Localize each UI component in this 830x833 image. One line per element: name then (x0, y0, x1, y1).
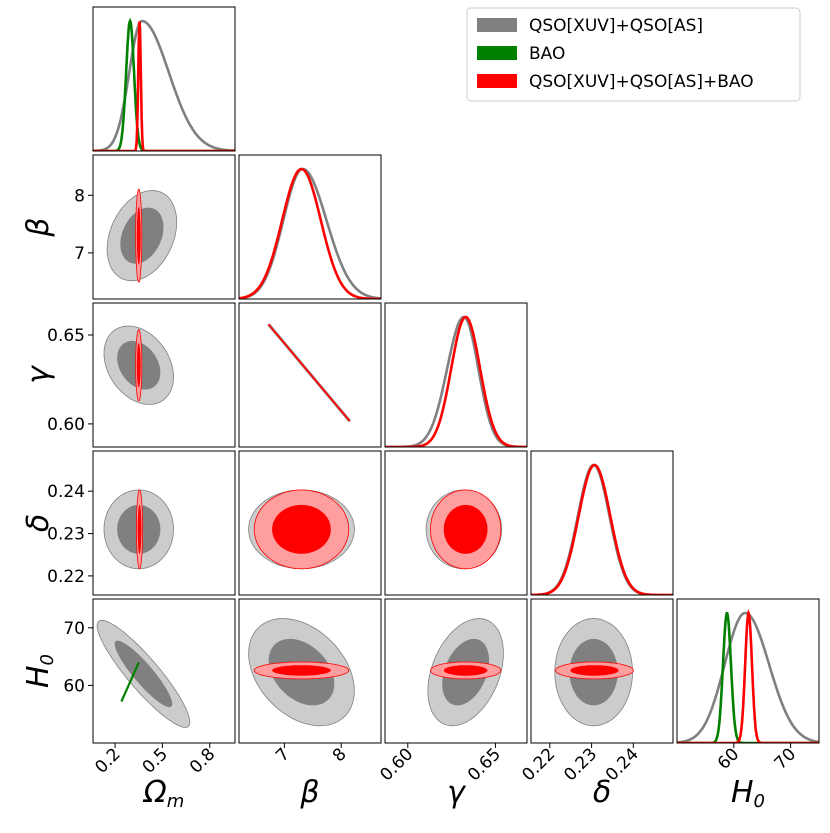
marginal-om-qso-xuv-qso-as (93, 19, 235, 151)
xtick-label-gamma-1: 0.65 (464, 744, 505, 785)
xtick-label-om-2: 0.8 (186, 744, 219, 777)
xtick-label-gamma-0: 0.60 (376, 744, 417, 785)
ylabel-gamma: γ (21, 364, 56, 384)
marginal-delta-qso-xuv-qso-as (531, 463, 673, 595)
marginal-h0-qso-xuv-qso-as-bao (677, 608, 819, 743)
panel-om-om-frame (92, 6, 236, 152)
legend-label-1: BAO (529, 44, 565, 64)
panel-delta-h0 (554, 618, 634, 727)
panel-beta-gamma-degeneracy-combined (267, 323, 351, 422)
panel-beta-beta (239, 167, 381, 299)
panel-om-delta-contour-68-combined (137, 504, 142, 554)
xlabel-h0: H0 (731, 775, 765, 812)
xtick-label-om-1: 0.5 (139, 744, 172, 777)
panel-om-h0 (96, 619, 191, 728)
ytick-label-delta-2: 0.24 (47, 482, 85, 502)
panel-om-h0-contour-68-qso (114, 640, 173, 708)
panel-om-gamma-frame (92, 302, 236, 448)
panel-om-beta-frame (92, 154, 236, 300)
ytick-label-beta-1: 8 (74, 186, 85, 206)
panel-beta-beta-frame (238, 154, 382, 300)
panel-om-gamma (103, 325, 174, 405)
xtick-label-om-0: 0.2 (91, 744, 124, 777)
panel-om-delta-frame (92, 450, 236, 596)
panel-h0-h0 (677, 608, 819, 743)
marginal-beta-qso-xuv-qso-as-bao (239, 167, 381, 299)
panel-beta-gamma (267, 323, 352, 423)
legend-swatch-2 (477, 74, 517, 88)
legend-swatch-0 (477, 18, 517, 32)
legend-box (466, 7, 801, 102)
panel-gamma-delta (425, 489, 503, 570)
panel-beta-delta-contour-68-combined (272, 504, 331, 554)
xlabel-om: Ωm (142, 775, 184, 812)
marginal-om-bao (93, 17, 235, 151)
ytick-label-h0-0: 60 (63, 676, 85, 696)
ytick-label-delta-1: 0.23 (47, 525, 85, 545)
panel-om-om (93, 17, 235, 151)
ytick-label-beta-0: 7 (74, 244, 85, 264)
panel-gamma-h0-contour-68-combined (443, 665, 488, 676)
panel-h0-h0-frame (676, 598, 820, 744)
panel-beta-delta (248, 489, 355, 570)
marginal-h0-bao (677, 612, 819, 743)
xlabel-beta: β (299, 775, 319, 810)
marginal-h0-qso-xuv-qso-as (677, 611, 819, 743)
panel-om-beta-contour-68-combined (136, 206, 141, 265)
panel-gamma-gamma-frame (384, 302, 528, 448)
panel-beta-delta-frame (238, 450, 382, 596)
ylabel-beta: β (21, 217, 56, 237)
ylabel-delta: δ (21, 514, 56, 532)
panel-gamma-delta-contour-68-combined (443, 504, 488, 554)
ytick-label-delta-0: 0.22 (47, 567, 85, 587)
legend-label-0: QSO[XUV]+QSO[AS] (529, 16, 703, 36)
panel-gamma-gamma (385, 315, 527, 447)
marginal-beta-qso-xuv-qso-as (239, 167, 381, 299)
panel-om-beta (106, 188, 178, 283)
xlabel-gamma: γ (447, 775, 467, 810)
xtick-label-beta-1: 8 (329, 744, 351, 766)
panel-om-delta (103, 489, 174, 570)
ylabel-h0: H0 (21, 654, 58, 688)
panel-beta-h0-contour-68-combined (272, 665, 331, 676)
ytick-label-h0-1: 70 (63, 619, 85, 639)
panel-delta-delta-frame (530, 450, 674, 596)
panel-delta-delta (531, 463, 673, 595)
xtick-label-beta-0: 7 (272, 744, 294, 766)
legend-label-2: QSO[XUV]+QSO[AS]+BAO (529, 72, 754, 92)
ytick-label-gamma-1: 0.65 (47, 326, 85, 346)
ytick-label-gamma-0: 0.60 (47, 415, 85, 435)
panel-gamma-delta-frame (384, 450, 528, 596)
panel-gamma-h0-frame (384, 598, 528, 744)
xtick-label-delta-0: 0.22 (518, 744, 559, 785)
xtick-label-h0-0: 60 (714, 744, 743, 773)
legend: QSO[XUV]+QSO[AS] BAO QSO[XUV]+QSO[AS]+BAO (466, 7, 801, 102)
panel-beta-gamma-frame (238, 302, 382, 448)
marginal-gamma-qso-xuv-qso-as (385, 315, 527, 447)
panel-om-h0-frame (92, 598, 236, 744)
panel-beta-h0 (248, 618, 355, 727)
marginal-gamma-qso-xuv-qso-as-bao (385, 315, 527, 447)
panel-om-gamma-contour-68-combined (136, 343, 141, 388)
panel-gamma-h0 (427, 618, 504, 727)
panel-beta-h0-frame (238, 598, 382, 744)
marginal-om-qso-xuv-qso-as-bao (93, 21, 235, 151)
xlabel-delta: δ (593, 775, 611, 810)
legend-swatch-1 (477, 46, 517, 60)
xtick-label-h0-1: 70 (771, 744, 800, 773)
panel-om-h0-bao-line (120, 661, 140, 702)
panel-delta-h0-frame (530, 598, 674, 744)
panel-delta-h0-contour-68-combined (570, 665, 619, 676)
